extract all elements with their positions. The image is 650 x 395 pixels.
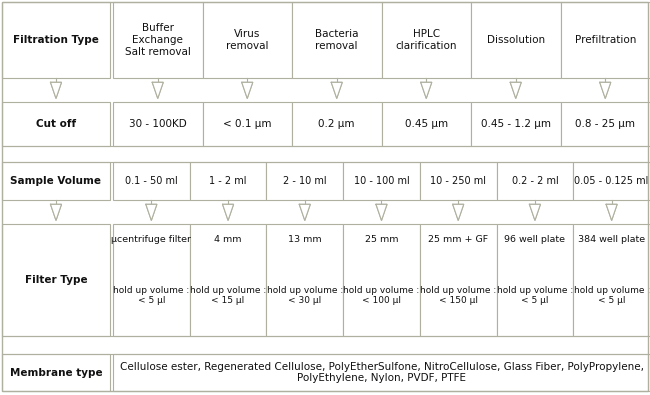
Text: Buffer
Exchange
Salt removal: Buffer Exchange Salt removal <box>125 23 190 56</box>
Text: 96 well plate: 96 well plate <box>504 235 566 244</box>
Text: Virus
removal: Virus removal <box>226 29 268 51</box>
Polygon shape <box>530 204 540 220</box>
Bar <box>292 102 382 146</box>
Text: Bacteria
removal: Bacteria removal <box>315 29 359 51</box>
Bar <box>113 102 203 146</box>
Text: 10 - 100 ml: 10 - 100 ml <box>354 176 410 186</box>
Text: hold up volume :
< 150 μl: hold up volume : < 150 μl <box>420 286 497 305</box>
Bar <box>497 162 573 200</box>
Text: Filtration Type: Filtration Type <box>13 35 99 45</box>
Bar <box>471 102 560 146</box>
Text: Filter Type: Filter Type <box>25 275 87 285</box>
Polygon shape <box>152 82 163 98</box>
Bar <box>113 162 190 200</box>
Text: Membrane type: Membrane type <box>10 367 102 378</box>
Bar <box>382 102 471 146</box>
Text: 10 - 250 ml: 10 - 250 ml <box>430 176 486 186</box>
Text: 2 - 10 ml: 2 - 10 ml <box>283 176 326 186</box>
Text: < 0.1 μm: < 0.1 μm <box>223 119 272 129</box>
Bar <box>113 224 190 336</box>
Polygon shape <box>606 204 617 220</box>
Text: Cut off: Cut off <box>36 119 76 129</box>
Polygon shape <box>600 82 611 98</box>
Bar <box>420 224 497 336</box>
Text: 0.45 μm: 0.45 μm <box>405 119 448 129</box>
Polygon shape <box>222 204 233 220</box>
Text: μcentrifuge filter: μcentrifuge filter <box>111 235 191 244</box>
Polygon shape <box>51 82 62 98</box>
Bar <box>266 162 343 200</box>
Bar <box>190 162 266 200</box>
Text: 25 mm: 25 mm <box>365 235 398 244</box>
Text: hold up volume :
< 5 μl: hold up volume : < 5 μl <box>113 286 190 305</box>
Bar <box>560 102 650 146</box>
Text: 4 mm: 4 mm <box>214 235 242 244</box>
Bar <box>573 224 650 336</box>
Text: 0.2 - 2 ml: 0.2 - 2 ml <box>512 176 558 186</box>
Bar <box>2 162 110 200</box>
Bar <box>560 2 650 78</box>
Bar <box>573 162 650 200</box>
Polygon shape <box>376 204 387 220</box>
Bar <box>497 224 573 336</box>
Polygon shape <box>242 82 253 98</box>
Text: 0.45 - 1.2 μm: 0.45 - 1.2 μm <box>481 119 551 129</box>
Text: 384 well plate: 384 well plate <box>578 235 645 244</box>
Bar <box>190 224 266 336</box>
Bar <box>2 2 110 78</box>
Polygon shape <box>299 204 310 220</box>
Text: Sample Volume: Sample Volume <box>10 176 101 186</box>
Text: hold up volume :
< 5 μl: hold up volume : < 5 μl <box>573 286 650 305</box>
Bar <box>266 224 343 336</box>
Text: 0.05 - 0.125 ml: 0.05 - 0.125 ml <box>575 176 649 186</box>
Text: Prefiltration: Prefiltration <box>575 35 636 45</box>
Bar <box>471 2 560 78</box>
Bar <box>2 224 110 336</box>
Text: 0.1 - 50 ml: 0.1 - 50 ml <box>125 176 177 186</box>
Bar <box>382 2 471 78</box>
Bar <box>113 354 650 391</box>
Bar <box>420 162 497 200</box>
Text: Cellulose ester, Regenerated Cellulose, PolyEtherSulfone, NitroCellulose, Glass : Cellulose ester, Regenerated Cellulose, … <box>120 362 644 383</box>
Bar <box>343 162 420 200</box>
Text: 25 mm + GF: 25 mm + GF <box>428 235 488 244</box>
Polygon shape <box>421 82 432 98</box>
Polygon shape <box>452 204 463 220</box>
Text: 0.8 - 25 μm: 0.8 - 25 μm <box>575 119 635 129</box>
Text: hold up volume :
< 5 μl: hold up volume : < 5 μl <box>497 286 573 305</box>
Text: hold up volume :
< 30 μl: hold up volume : < 30 μl <box>266 286 343 305</box>
Bar <box>2 102 110 146</box>
Text: Dissolution: Dissolution <box>487 35 545 45</box>
Bar <box>343 224 420 336</box>
Text: 13 mm: 13 mm <box>288 235 322 244</box>
Text: 1 - 2 ml: 1 - 2 ml <box>209 176 247 186</box>
Text: 0.2 μm: 0.2 μm <box>318 119 355 129</box>
Text: hold up volume :
< 100 μl: hold up volume : < 100 μl <box>343 286 420 305</box>
Bar <box>203 102 292 146</box>
Bar <box>113 2 203 78</box>
Bar <box>203 2 292 78</box>
Text: hold up volume :
< 15 μl: hold up volume : < 15 μl <box>190 286 266 305</box>
Bar <box>2 354 110 391</box>
Text: HPLC
clarification: HPLC clarification <box>395 29 457 51</box>
Bar <box>292 2 382 78</box>
Polygon shape <box>332 82 343 98</box>
Polygon shape <box>51 204 62 220</box>
Text: 30 - 100KD: 30 - 100KD <box>129 119 187 129</box>
Polygon shape <box>510 82 521 98</box>
Polygon shape <box>146 204 157 220</box>
